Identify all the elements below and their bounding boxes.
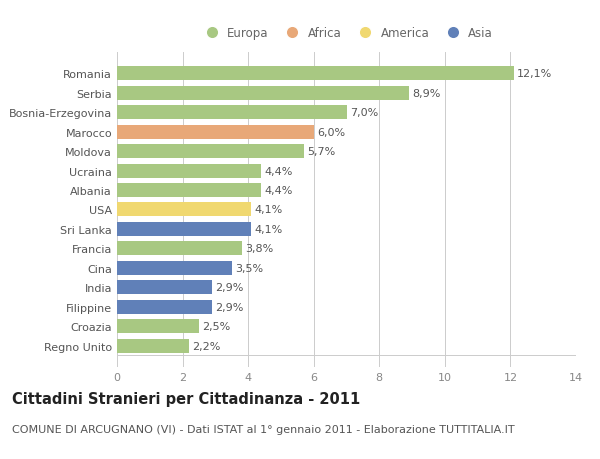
- Text: 2,5%: 2,5%: [202, 321, 230, 331]
- Text: 12,1%: 12,1%: [517, 69, 552, 79]
- Text: 2,9%: 2,9%: [215, 283, 244, 293]
- Bar: [117, 339, 189, 353]
- Text: 3,5%: 3,5%: [235, 263, 263, 273]
- Text: 5,7%: 5,7%: [307, 147, 335, 157]
- Bar: [117, 300, 212, 314]
- Text: 6,0%: 6,0%: [317, 127, 345, 137]
- Text: 7,0%: 7,0%: [350, 108, 378, 118]
- Text: 8,9%: 8,9%: [412, 89, 440, 99]
- Text: COMUNE DI ARCUGNANO (VI) - Dati ISTAT al 1° gennaio 2011 - Elaborazione TUTTITAL: COMUNE DI ARCUGNANO (VI) - Dati ISTAT al…: [12, 424, 515, 434]
- Bar: [117, 145, 304, 159]
- Bar: [117, 67, 514, 81]
- Text: 2,2%: 2,2%: [193, 341, 221, 351]
- Bar: [117, 184, 261, 197]
- Legend: Europa, Africa, America, Asia: Europa, Africa, America, Asia: [196, 22, 497, 45]
- Text: 4,4%: 4,4%: [265, 166, 293, 176]
- Bar: [117, 86, 409, 101]
- Text: 3,8%: 3,8%: [245, 244, 273, 254]
- Bar: [117, 261, 232, 275]
- Text: 2,9%: 2,9%: [215, 302, 244, 312]
- Bar: [117, 203, 251, 217]
- Bar: [117, 164, 261, 178]
- Text: 4,1%: 4,1%: [254, 205, 283, 215]
- Text: 4,1%: 4,1%: [254, 224, 283, 235]
- Bar: [117, 319, 199, 334]
- Bar: [117, 223, 251, 236]
- Text: 4,4%: 4,4%: [265, 185, 293, 196]
- Text: Cittadini Stranieri per Cittadinanza - 2011: Cittadini Stranieri per Cittadinanza - 2…: [12, 391, 360, 406]
- Bar: [117, 242, 242, 256]
- Bar: [117, 106, 347, 120]
- Bar: [117, 280, 212, 295]
- Bar: [117, 125, 314, 140]
